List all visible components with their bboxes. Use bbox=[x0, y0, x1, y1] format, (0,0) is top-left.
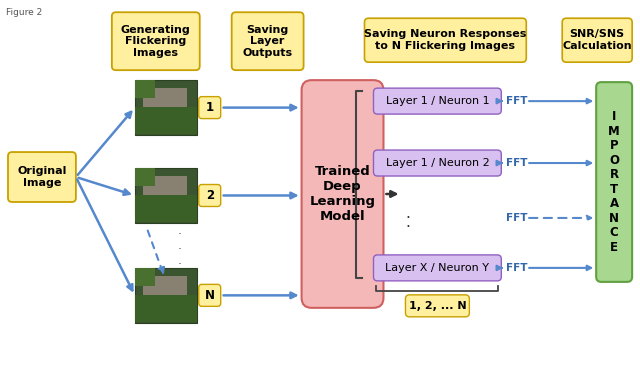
FancyBboxPatch shape bbox=[365, 18, 526, 62]
FancyBboxPatch shape bbox=[301, 80, 383, 308]
FancyBboxPatch shape bbox=[374, 88, 501, 114]
Text: FFT: FFT bbox=[506, 158, 528, 168]
Text: Layer X / Neuron Y: Layer X / Neuron Y bbox=[385, 263, 490, 273]
Bar bbox=[135, 80, 196, 135]
FancyBboxPatch shape bbox=[199, 185, 221, 206]
Text: Saving
Layer
Outputs: Saving Layer Outputs bbox=[243, 24, 292, 58]
Text: N: N bbox=[205, 289, 214, 302]
Bar bbox=[135, 268, 155, 286]
FancyBboxPatch shape bbox=[374, 150, 501, 176]
FancyBboxPatch shape bbox=[406, 295, 469, 317]
Text: FFT: FFT bbox=[506, 213, 528, 223]
FancyBboxPatch shape bbox=[374, 255, 501, 281]
Text: Generating
Flickering
Images: Generating Flickering Images bbox=[121, 24, 191, 58]
FancyBboxPatch shape bbox=[232, 12, 303, 70]
Text: .: . bbox=[405, 215, 410, 230]
Text: Figure 2: Figure 2 bbox=[6, 8, 42, 17]
FancyBboxPatch shape bbox=[199, 284, 221, 306]
Text: FFT: FFT bbox=[506, 96, 528, 106]
Bar bbox=[143, 276, 187, 299]
Bar bbox=[135, 168, 155, 186]
Text: 1, 2, ... N: 1, 2, ... N bbox=[408, 301, 466, 311]
Text: Saving Neuron Responses
to N Flickering Images: Saving Neuron Responses to N Flickering … bbox=[364, 29, 527, 51]
Bar bbox=[143, 176, 187, 199]
Text: .
.
.: . . . bbox=[178, 224, 182, 267]
FancyBboxPatch shape bbox=[596, 82, 632, 282]
Text: Layer 1 / Neuron 2: Layer 1 / Neuron 2 bbox=[385, 158, 489, 168]
Text: Original
Image: Original Image bbox=[17, 166, 67, 188]
Bar bbox=[135, 268, 196, 323]
Text: Trained
Deep
Learning
Model: Trained Deep Learning Model bbox=[310, 165, 376, 223]
Text: FFT: FFT bbox=[506, 263, 528, 273]
Bar bbox=[135, 107, 196, 134]
Text: SNR/SNS
Calculation: SNR/SNS Calculation bbox=[563, 29, 632, 51]
FancyBboxPatch shape bbox=[8, 152, 76, 202]
Text: 1: 1 bbox=[205, 101, 214, 114]
Text: .: . bbox=[405, 206, 410, 221]
Bar bbox=[135, 80, 155, 98]
Text: Layer 1 / Neuron 1: Layer 1 / Neuron 1 bbox=[385, 96, 489, 106]
Text: 2: 2 bbox=[205, 189, 214, 202]
Bar bbox=[135, 195, 196, 222]
Bar bbox=[135, 295, 196, 322]
FancyBboxPatch shape bbox=[199, 97, 221, 118]
Bar bbox=[143, 88, 187, 111]
Bar bbox=[135, 168, 196, 223]
FancyBboxPatch shape bbox=[112, 12, 200, 70]
Text: I
M
P
O
R
T
A
N
C
E: I M P O R T A N C E bbox=[608, 110, 620, 254]
FancyBboxPatch shape bbox=[562, 18, 632, 62]
